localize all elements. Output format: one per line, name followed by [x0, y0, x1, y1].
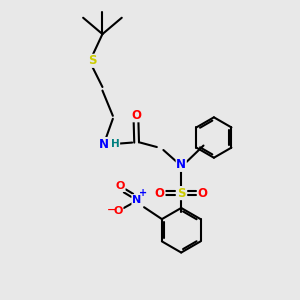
Text: O: O: [131, 109, 141, 122]
Text: N: N: [99, 138, 109, 151]
Text: H: H: [111, 139, 120, 149]
Text: O: O: [116, 182, 125, 191]
Text: N: N: [132, 195, 141, 205]
Text: N: N: [176, 158, 186, 171]
Text: O: O: [198, 187, 208, 200]
Text: O: O: [155, 187, 165, 200]
Text: S: S: [88, 54, 96, 67]
Text: −: −: [107, 205, 116, 214]
Text: S: S: [177, 187, 185, 200]
Text: +: +: [139, 188, 147, 198]
Text: O: O: [113, 206, 123, 216]
